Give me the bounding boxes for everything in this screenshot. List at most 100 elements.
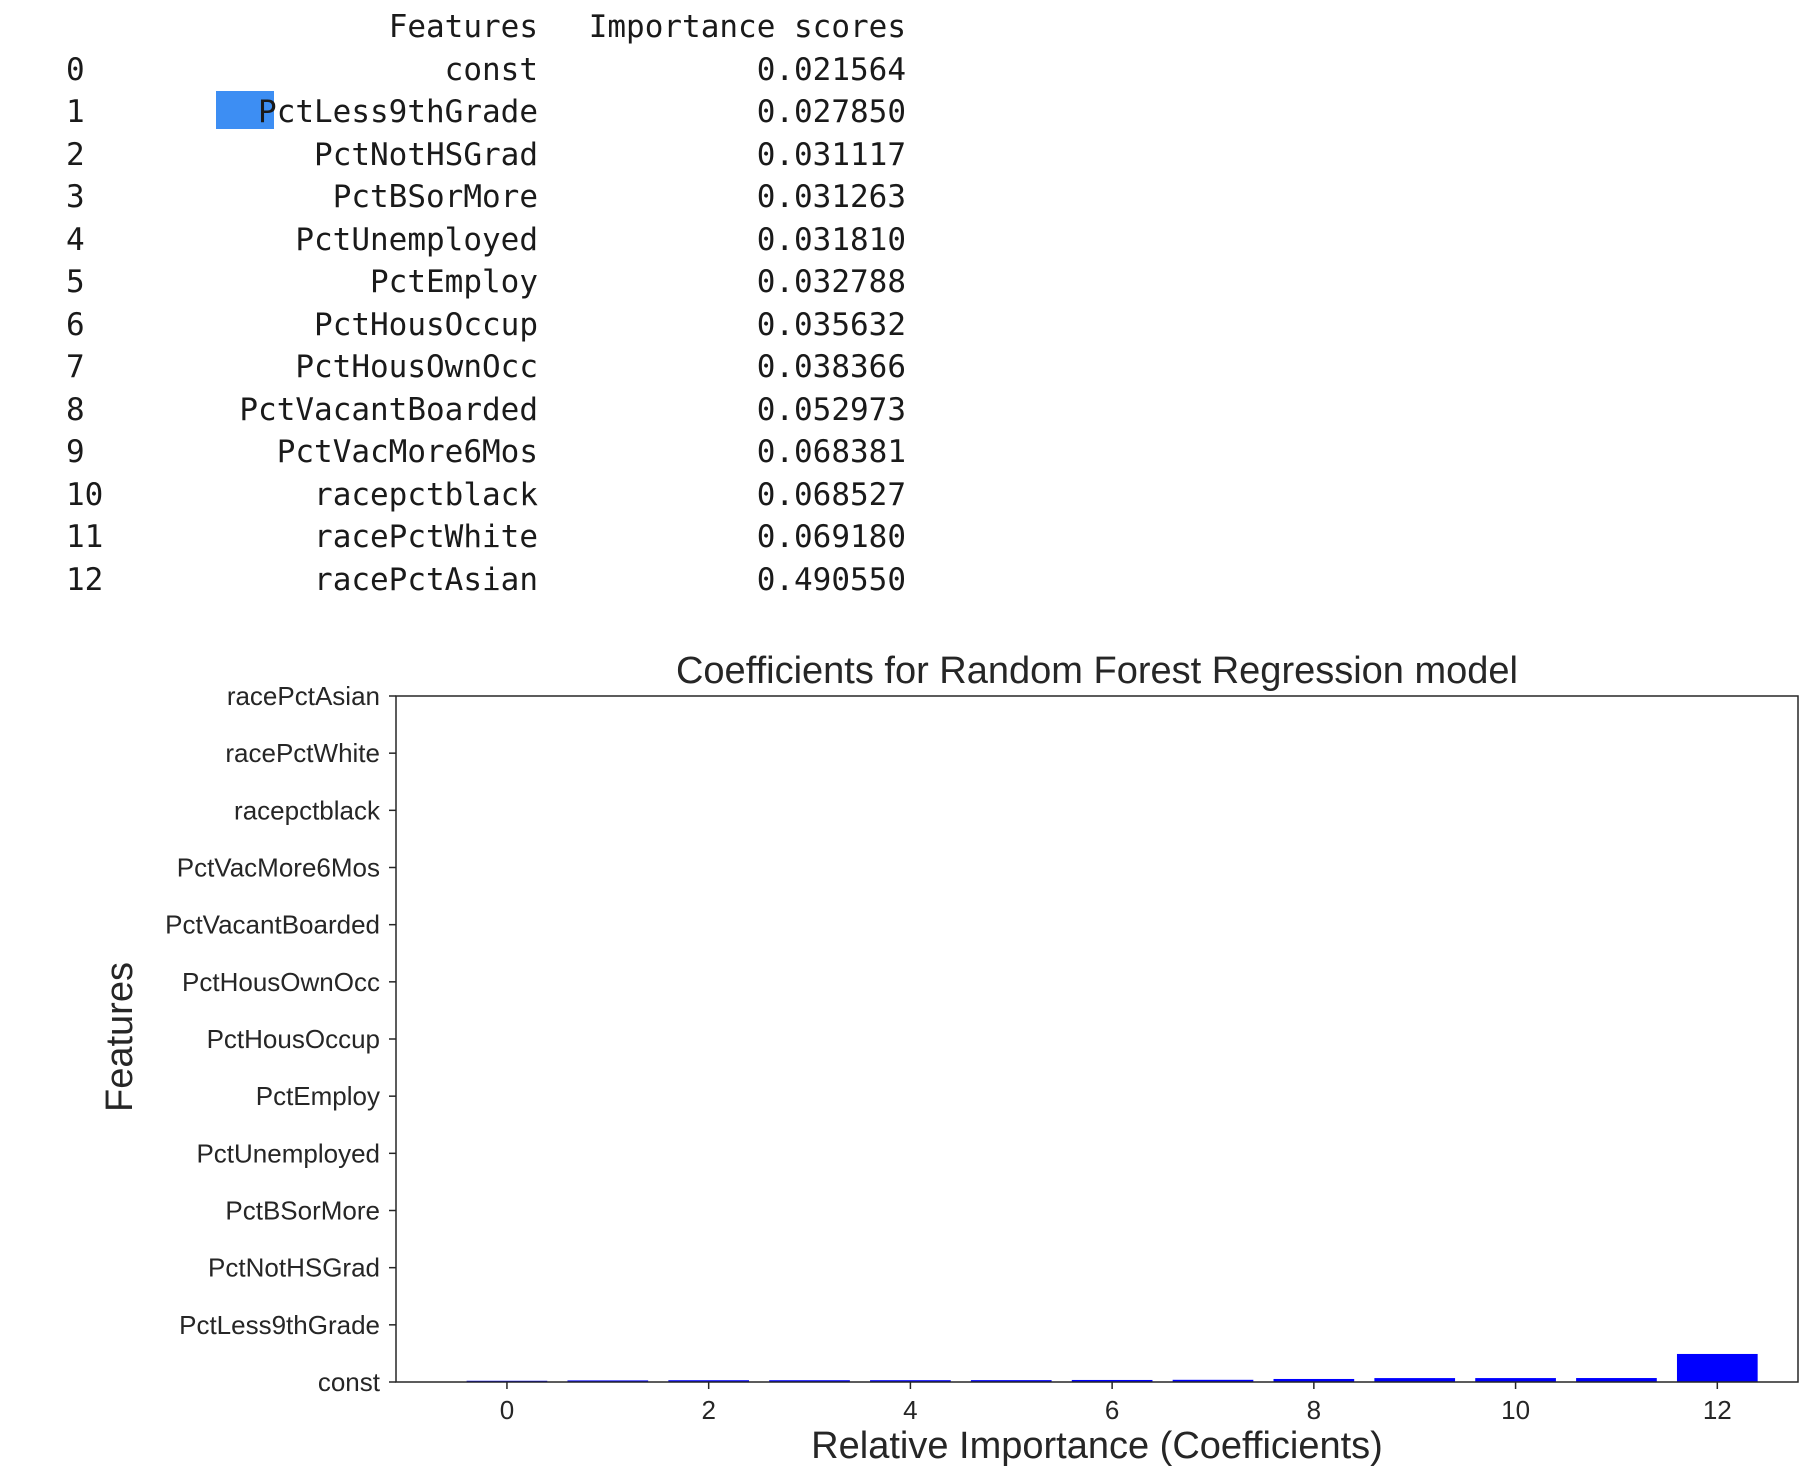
row-score: 0.038366 <box>756 349 906 385</box>
y-tick-label: const <box>318 1367 381 1397</box>
table-row: 6 PctHousOccup 0.035632 <box>66 304 906 347</box>
row-score: 0.032788 <box>756 264 906 300</box>
feature-name: PctLess9thGrade <box>258 94 538 130</box>
row-score: 0.068381 <box>756 434 906 470</box>
row-index: 10 <box>66 476 104 513</box>
row-feature: PctBSorMore <box>134 176 538 219</box>
feature-name: PctEmploy <box>370 264 538 300</box>
row-index: 4 <box>66 221 85 258</box>
feature-name: PctUnemployed <box>295 221 538 258</box>
row-feature: racePctAsian <box>134 559 538 602</box>
x-axis-label: Relative Importance (Coefficients) <box>811 1425 1383 1467</box>
y-tick-label: racepctblack <box>234 795 381 825</box>
bar <box>1374 1378 1456 1382</box>
x-tick-label: 0 <box>500 1395 514 1425</box>
bar-series <box>466 1353 1758 1382</box>
y-tick-label: PctHousOccup <box>207 1024 380 1054</box>
row-index: 11 <box>66 519 104 555</box>
feature-name: PctNotHSGrad <box>314 136 538 173</box>
feature-name: PctVacMore6Mos <box>276 434 538 470</box>
y-tick-label: PctUnemployed <box>196 1138 380 1168</box>
x-tick-label: 2 <box>701 1395 715 1425</box>
index-header <box>66 6 134 49</box>
bar <box>567 1380 649 1382</box>
row-feature: PctVacantBoarded <box>134 389 538 432</box>
bar <box>970 1380 1052 1382</box>
row-feature: PctEmploy <box>134 261 538 304</box>
row-score: 0.035632 <box>756 306 906 343</box>
feature-name: PctVacantBoarded <box>239 391 538 428</box>
y-tick-label: racePctAsian <box>227 681 380 711</box>
feature-name: racePctWhite <box>314 519 538 555</box>
row-feature: PctHousOwnOcc <box>134 346 538 389</box>
y-tick-label: racePctWhite <box>225 738 380 768</box>
row-feature: racePctWhite <box>134 516 538 559</box>
row-score: 0.068527 <box>756 476 906 513</box>
row-index: 3 <box>66 179 85 215</box>
row-score: 0.069180 <box>756 519 906 555</box>
table-row: 3 PctBSorMore 0.031263 <box>66 176 906 219</box>
row-index: 6 <box>66 306 85 343</box>
importance-table: Features Importance scores 0 const 0.02156… <box>66 6 906 601</box>
row-index: 7 <box>66 349 85 385</box>
row-index: 12 <box>66 561 104 598</box>
table-row: 5 PctEmploy 0.032788 <box>66 261 906 304</box>
table-row: 9 PctVacMore6Mos 0.068381 <box>66 431 906 474</box>
bar <box>1676 1353 1758 1382</box>
table-row: 1 PctLess9thGrade 0.027850 <box>66 91 906 134</box>
y-axis-label: Features <box>99 962 141 1112</box>
bar <box>668 1380 750 1382</box>
bar <box>769 1380 850 1382</box>
row-feature: const <box>134 49 538 92</box>
feature-name: racepctblack <box>314 476 538 513</box>
row-index: 8 <box>66 391 85 428</box>
x-axis: 0 2 4 6 8 10 12 <box>500 1382 1732 1425</box>
row-feature: PctNotHSGrad <box>134 134 538 177</box>
row-score: 0.027850 <box>756 94 906 130</box>
row-score: 0.031263 <box>756 179 906 215</box>
row-score: 0.021564 <box>756 51 906 88</box>
row-score: 0.490550 <box>756 561 906 598</box>
x-tick-label: 10 <box>1501 1395 1530 1425</box>
row-index: 1 <box>66 94 85 130</box>
feature-name: const <box>444 51 538 88</box>
table-row: 11 racePctWhite 0.069180 <box>66 516 906 559</box>
table-row: 2 PctNotHSGrad 0.031117 <box>66 134 906 177</box>
bar <box>1172 1379 1254 1382</box>
feature-name: racePctAsian <box>314 561 538 598</box>
row-score: 0.052973 <box>756 391 906 428</box>
y-tick-label: PctEmploy <box>256 1081 380 1111</box>
feature-name: PctHousOccup <box>314 306 538 343</box>
table-row: 12 racePctAsian 0.490550 <box>66 559 906 602</box>
table-row: 7 PctHousOwnOcc 0.038366 <box>66 346 906 389</box>
row-feature: PctVacMore6Mos <box>134 431 538 474</box>
row-feature: PctLess9thGrade <box>134 91 538 134</box>
row-feature: racepctblack <box>134 474 538 517</box>
row-index: 0 <box>66 51 85 88</box>
row-feature: PctHousOccup <box>134 304 538 347</box>
bar <box>1071 1379 1153 1382</box>
x-tick-label: 6 <box>1105 1395 1119 1425</box>
feature-name: PctBSorMore <box>332 179 538 215</box>
features-header: Features <box>388 9 538 45</box>
text-selection-highlight <box>216 91 275 129</box>
y-axis: const PctLess9thGrade PctNotHSGrad PctBSorM… <box>165 681 396 1397</box>
row-index: 5 <box>66 264 85 300</box>
table-row: 10 racepctblack 0.068527 <box>66 474 906 517</box>
importance-chart: Coefficients for Random Forest Regressio… <box>99 650 1799 1467</box>
bar <box>870 1380 951 1382</box>
table-row: 0 const 0.021564 <box>66 49 906 92</box>
table-header-row: Features Importance scores <box>66 6 906 49</box>
bar <box>1576 1378 1657 1382</box>
y-tick-label: PctVacantBoarded <box>165 910 380 940</box>
y-tick-label: PctHousOwnOcc <box>182 967 380 997</box>
importance-header: Importance scores <box>588 9 906 45</box>
row-feature: PctUnemployed <box>134 219 538 262</box>
bar <box>1475 1378 1556 1382</box>
plot-frame <box>395 695 1799 1383</box>
y-tick-label: PctBSorMore <box>225 1196 380 1226</box>
x-tick-label: 4 <box>903 1395 917 1425</box>
row-index: 2 <box>66 136 85 173</box>
chart-title: Coefficients for Random Forest Regressio… <box>676 650 1518 692</box>
feature-name: PctHousOwnOcc <box>295 349 538 385</box>
